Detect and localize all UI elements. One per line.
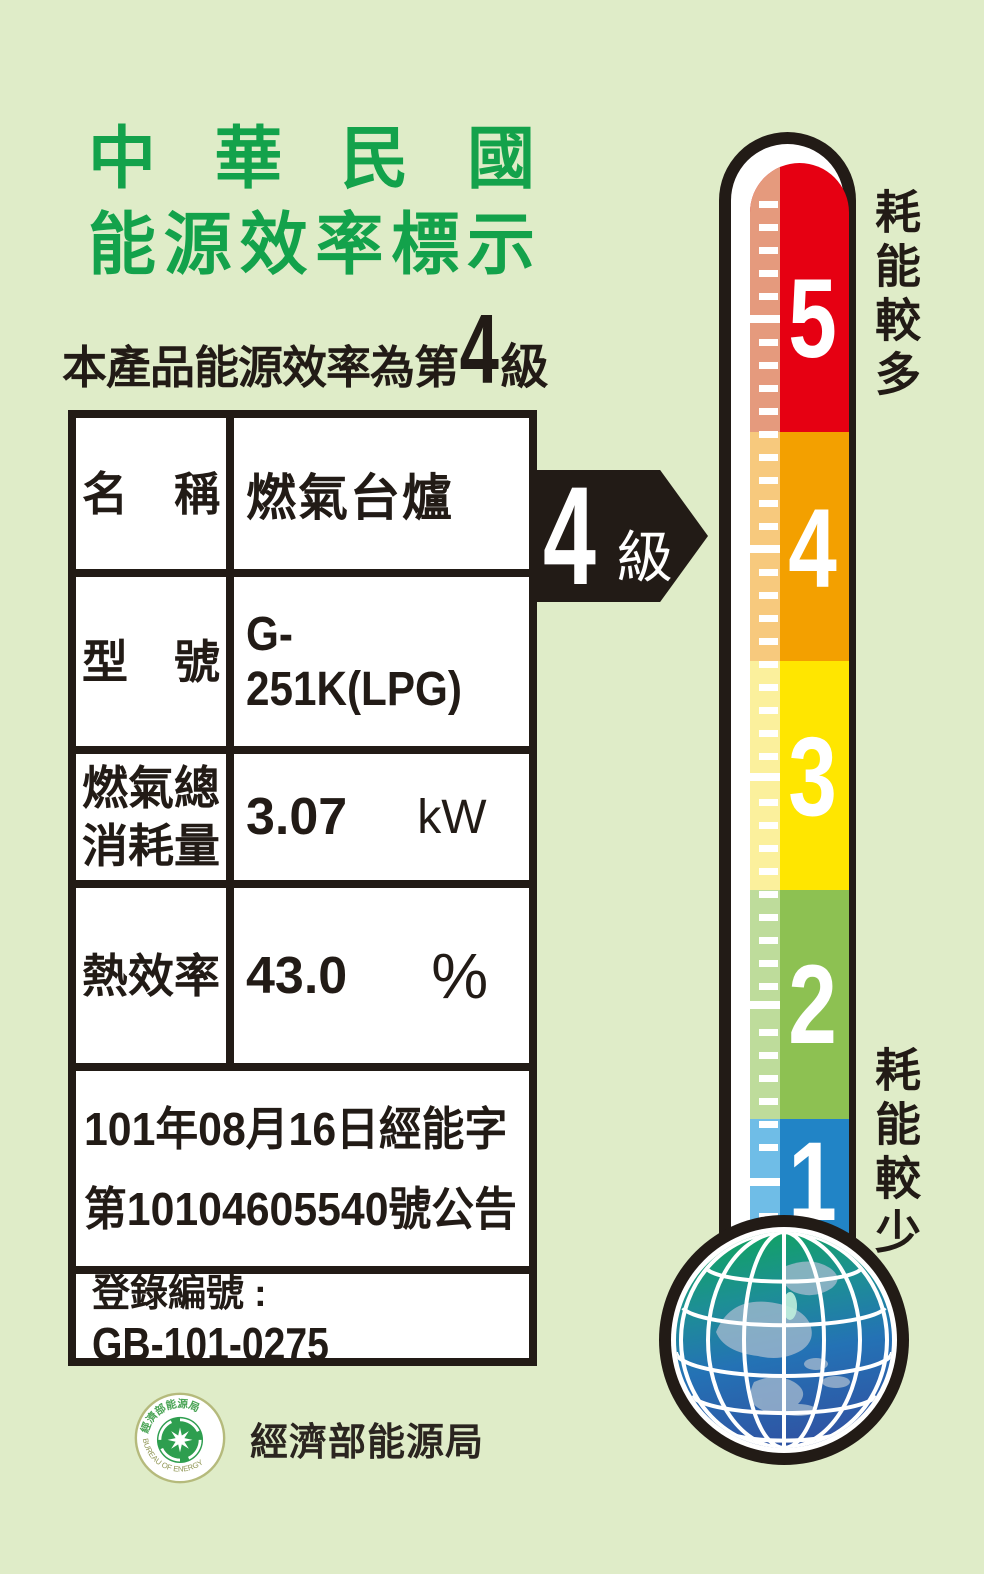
efficiency-value: 43.0 (246, 946, 348, 1005)
segment-3-stripe (750, 661, 780, 890)
efficiency-thermometer: 5 4 3 2 1 (719, 132, 856, 1264)
efficiency-unit: % (431, 939, 489, 1012)
pointer-suffix: 級 (616, 525, 673, 589)
title-line-2: 能源效率標示 (88, 207, 535, 283)
agency-name: 經濟部能源局 (250, 1421, 485, 1464)
segment-5-stripe (750, 163, 780, 432)
globe-icon (659, 1215, 909, 1465)
footer: 經濟部能源局 BUREAU OF ENERGY 經濟部能源局 (132, 1390, 484, 1486)
row-model-value-cell: G-251K(LPG) (234, 577, 529, 746)
efficiency-statement: 本產品能源效率為第 4 級 (62, 300, 549, 398)
row-model-label-cell: 型號 (76, 577, 226, 746)
efficiency-label: 熱效率 (82, 949, 220, 1002)
scale-number-5: 5 (788, 256, 837, 381)
level-pointer-arrow: 4 級 (537, 470, 708, 602)
row-name-value-cell: 燃氣台爐 (234, 418, 529, 569)
scale-bottom-caption: 耗能較少 (869, 1046, 921, 1262)
announcement-text: 101年08月16日經能字 第10104605540號公告 (84, 1089, 517, 1249)
thermometer-fill: 5 4 3 2 1 (743, 163, 849, 1264)
segment-2-stripe (750, 890, 780, 1119)
title-line-1: 中華民國 (88, 121, 535, 197)
row-consumption-label-cell: 燃氣總消耗量 (76, 754, 226, 880)
name-value: 燃氣台爐 (246, 469, 454, 526)
scale-top-caption: 耗能較多 (869, 188, 921, 404)
scale-number-3: 3 (788, 714, 837, 839)
model-value: G-251K(LPG) (246, 607, 462, 716)
registration-separator: : (254, 1272, 267, 1315)
registration-cell: 登錄編號:GB-101-0275 (76, 1273, 529, 1370)
announcement-line-1: 101年08月16日經能字 (84, 1102, 508, 1155)
segment-4-stripe (750, 432, 780, 661)
bureau-of-energy-seal-icon: 經濟部能源局 BUREAU OF ENERGY (134, 1392, 226, 1484)
registration-number: GB-101-0275 (92, 1317, 329, 1370)
thermometer-tube: 5 4 3 2 1 (719, 132, 856, 1264)
row-consumption-value-cell: 3.07 kW (234, 754, 529, 880)
spec-table: 名稱 燃氣台爐 型號 G-251K(LPG) 燃氣總消耗量 3.07 kW 熱效… (68, 410, 537, 1370)
registration-label: 登錄編號 (92, 1272, 245, 1315)
label-title: 中華民國 能源效率標示 (88, 116, 535, 288)
row-name-label-cell: 名稱 (76, 418, 226, 569)
row-efficiency-value-cell: 43.0 % (234, 888, 529, 1063)
model-label: 型號 (82, 635, 220, 688)
name-label: 名稱 (82, 467, 220, 520)
registration-line: 登錄編號:GB-101-0275 (92, 1262, 529, 1371)
consumption-unit: kW (417, 790, 487, 844)
consumption-label: 燃氣總消耗量 (82, 762, 220, 872)
consumption-value: 3.07 (246, 788, 348, 846)
statement-level: 4 (459, 294, 499, 404)
statement-prefix: 本產品能源效率為第 (62, 342, 459, 393)
pointer-level: 4 (543, 457, 596, 614)
announcement-line-2: 第10104605540號公告 (84, 1182, 517, 1235)
announcement-cell: 101年08月16日經能字 第10104605540號公告 (76, 1071, 529, 1266)
statement-suffix: 級 (500, 341, 549, 394)
scale-number-2: 2 (788, 942, 837, 1067)
scale-number-4: 4 (788, 486, 837, 611)
row-efficiency-label-cell: 熱效率 (76, 888, 226, 1063)
